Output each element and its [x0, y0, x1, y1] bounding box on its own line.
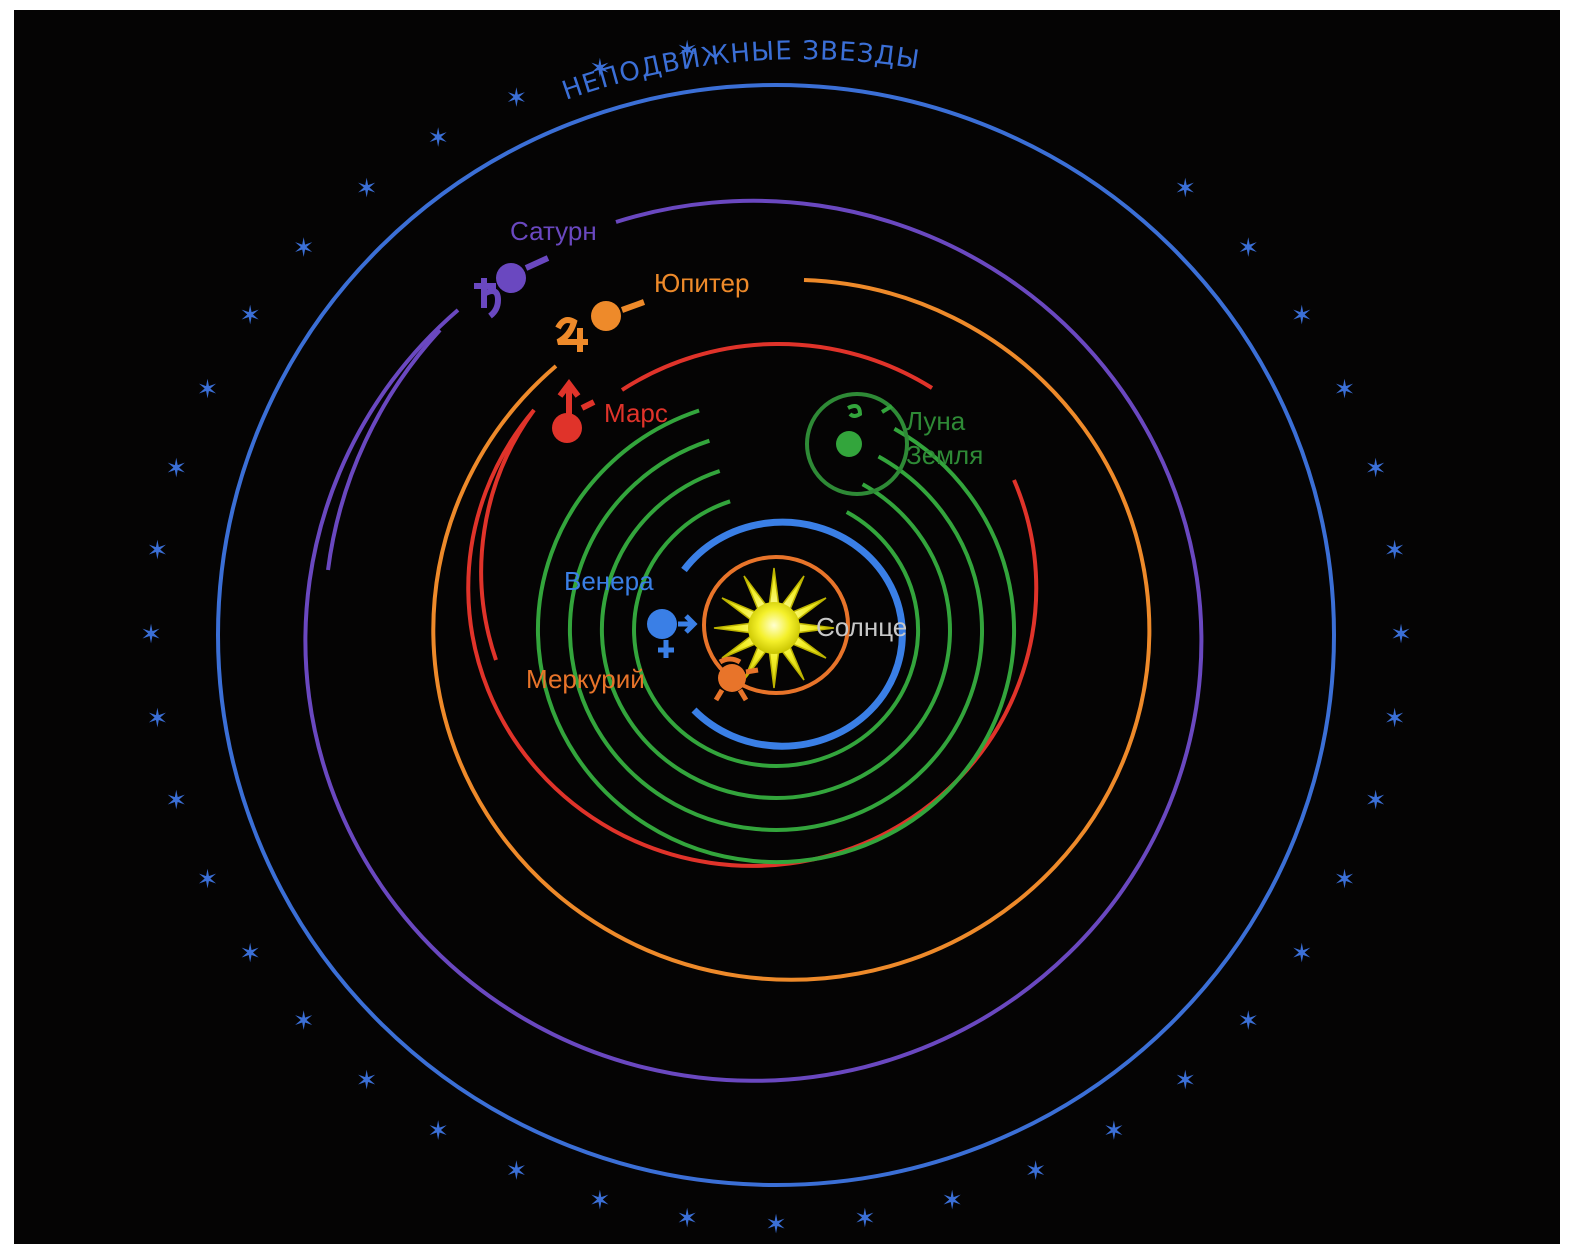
- jupiter-orbit: [431, 278, 1152, 982]
- star-icon: ✶: [941, 1186, 963, 1216]
- mars-orbit-arc-top: [620, 341, 934, 392]
- star-icon: ✶: [1384, 704, 1406, 734]
- star-icon: ✶: [676, 1204, 698, 1234]
- mars-symbol-icon: [557, 379, 596, 414]
- star-icon: ✶: [197, 865, 219, 895]
- star-icon: ✶: [147, 704, 169, 734]
- earth-orbit-ring: [536, 408, 1016, 865]
- mercury-symbol-icon: [713, 656, 759, 702]
- earth-orbit-band: [536, 408, 1016, 865]
- jupiter-symbol-icon: [555, 299, 646, 352]
- star-icon: ✶: [427, 124, 449, 154]
- star-icon: ✶: [1365, 786, 1387, 816]
- mercury-planet: [713, 656, 759, 702]
- star-icon: ✶: [356, 1066, 378, 1096]
- star-icon: ✶: [1384, 536, 1406, 566]
- star-icon: ✶: [1334, 375, 1356, 405]
- mars-orbit-segment: [479, 408, 536, 661]
- star-icon: ✶: [1174, 174, 1196, 204]
- star-icon: ✶: [1103, 1116, 1125, 1146]
- earth-planet: [836, 431, 862, 457]
- mars-label: Марс: [604, 398, 668, 428]
- earth-orbit-ring: [599, 469, 952, 800]
- star-icon: ✶: [147, 536, 169, 566]
- venus-orbit: [681, 518, 906, 750]
- star-icon: ✶: [854, 1204, 876, 1234]
- star-icon: ✶: [293, 234, 315, 264]
- earth-orbit-ring: [568, 438, 984, 832]
- mars-orbit: [466, 408, 1039, 868]
- jupiter-label: Юпитер: [654, 268, 749, 298]
- mars-planet: [552, 379, 596, 443]
- star-icon: ✶: [676, 36, 698, 66]
- star-icon: ✶: [140, 620, 162, 650]
- star-icon: ✶: [1334, 865, 1356, 895]
- star-icon: ✶: [765, 1210, 787, 1240]
- moon-epicycle: [805, 392, 909, 496]
- star-icon: ✶: [1365, 454, 1387, 484]
- star-icon: ✶: [1291, 301, 1313, 331]
- star-icon: ✶: [506, 83, 528, 113]
- star-icon: ✶: [1025, 1157, 1047, 1187]
- venus-symbol-icon: [658, 614, 698, 658]
- moon-symbol-icon: [847, 404, 894, 418]
- sun-icon: [713, 567, 835, 689]
- star-icon: ✶: [1174, 1066, 1196, 1096]
- star-icon: ✶: [1237, 234, 1259, 264]
- moon-label: Луна: [906, 406, 966, 436]
- star-icon: ✶: [1390, 620, 1412, 650]
- diagram-canvas: ✶ ✶ ✶ ✶ ✶ ✶ ✶ ✶ ✶ ✶ ✶ ✶ ✶ ✶ ✶ ✶ ✶ ✶ ✶ ✶ ✶ ✶ ✶ ✶ ✶ ✶ ✶ ✶ ✶ ✶ ✶ ✶ ✶ ✶ ✶ ✶ ✶ ✶ ✶: [14, 10, 1560, 1244]
- star-icon: ✶: [589, 1186, 611, 1216]
- star-icon: ✶: [427, 1116, 449, 1146]
- saturn-label: Сатурн: [510, 216, 597, 246]
- star-icon: ✶: [589, 54, 611, 84]
- star-icon: ✶: [239, 939, 261, 969]
- venus-label: Венера: [564, 566, 654, 596]
- star-icon: ✶: [356, 174, 378, 204]
- earth-orbit-ring: [632, 499, 921, 768]
- star-icon: ✶: [293, 1006, 315, 1036]
- earth-label: Земля: [906, 440, 983, 470]
- star-icon: ✶: [239, 301, 261, 331]
- fixed-stars-sphere: [216, 83, 1336, 1187]
- jupiter-planet: [555, 299, 646, 352]
- saturn-orbit: [303, 198, 1204, 1083]
- saturn-planet: [474, 255, 550, 319]
- saturn-orbit-segment: [326, 328, 442, 571]
- star-icon: ✶: [197, 375, 219, 405]
- sun-label: Солнце: [816, 612, 907, 642]
- mercury-orbit: [702, 555, 850, 695]
- heliocentric-diagram: ✶ ✶ ✶ ✶ ✶ ✶ ✶ ✶ ✶ ✶ ✶ ✶ ✶ ✶ ✶ ✶ ✶ ✶ ✶ ✶ ✶ ✶ ✶ ✶ ✶ ✶ ✶ ✶ ✶ ✶ ✶ ✶ ✶ ✶ ✶ ✶ ✶ ✶ ✶: [14, 10, 1560, 1244]
- star-icon: ✶: [165, 454, 187, 484]
- fixed-stars-ring: ✶ ✶ ✶ ✶ ✶ ✶ ✶ ✶ ✶ ✶ ✶ ✶ ✶ ✶ ✶ ✶ ✶ ✶ ✶ ✶ ✶ ✶ ✶ ✶ ✶ ✶ ✶ ✶ ✶ ✶ ✶ ✶ ✶ ✶ ✶ ✶ ✶ ✶ ✶: [140, 36, 1412, 1240]
- star-icon: ✶: [165, 786, 187, 816]
- venus-planet: [647, 609, 698, 658]
- saturn-symbol-icon: [474, 255, 550, 319]
- star-icon: ✶: [1291, 939, 1313, 969]
- star-icon: ✶: [506, 1157, 528, 1187]
- star-icon: ✶: [1237, 1006, 1259, 1036]
- mercury-label: Меркурий: [526, 664, 645, 694]
